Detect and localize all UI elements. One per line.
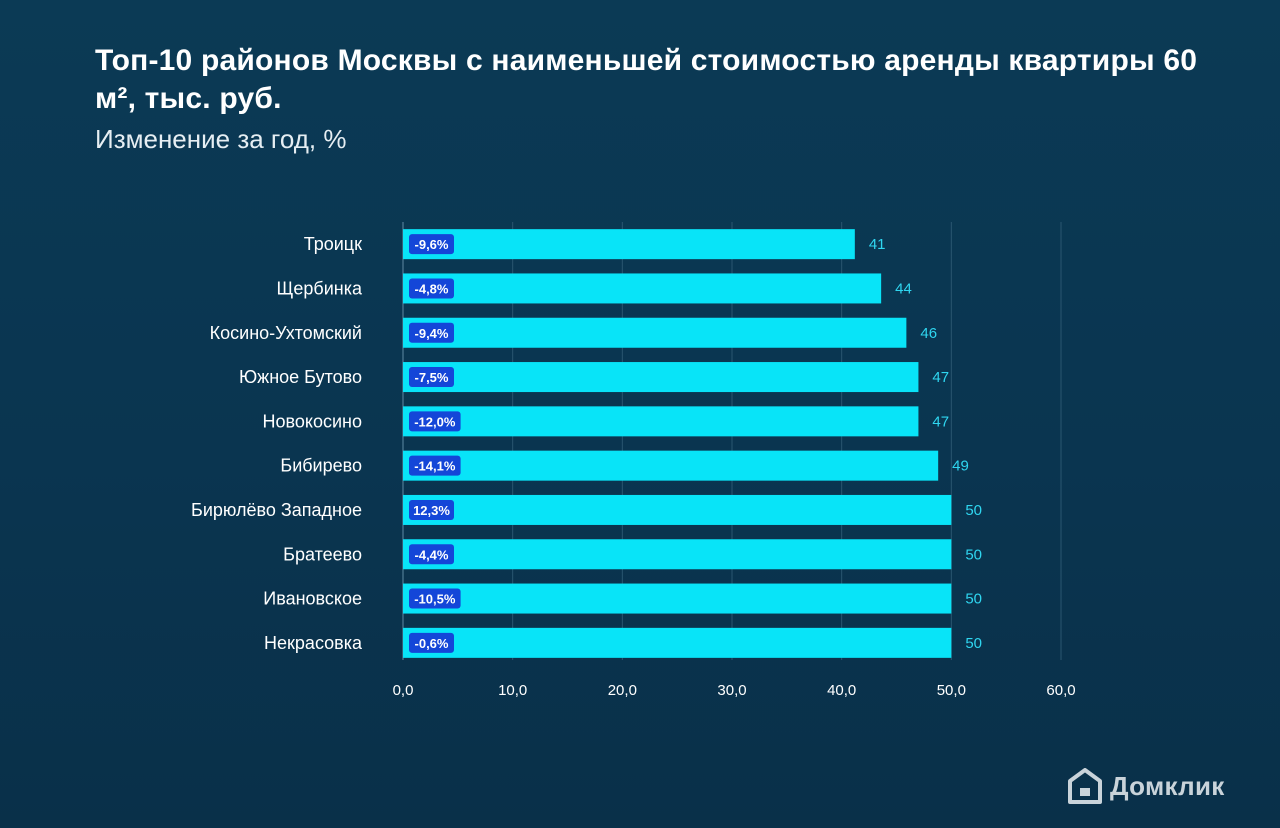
category-label: Новокосино <box>263 411 362 431</box>
category-label: Южное Бутово <box>239 367 362 387</box>
change-label: -0,6% <box>415 636 449 651</box>
value-label: 47 <box>932 369 949 386</box>
brand-name: Домклик <box>1110 770 1225 801</box>
change-badge <box>409 588 461 609</box>
value-label: 44 <box>895 280 912 297</box>
change-label: -10,5% <box>414 592 456 607</box>
category-label: Бирюлёво Западное <box>191 500 362 520</box>
bar <box>403 583 952 614</box>
brand-logo: Домклик <box>1068 766 1225 806</box>
change-label: -4,4% <box>415 547 449 562</box>
value-label: 50 <box>965 546 982 563</box>
page-title: Топ-10 районов Москвы с наименьшей стоим… <box>95 44 1198 115</box>
category-label: Некрасовка <box>264 633 363 653</box>
value-label: 50 <box>965 591 982 608</box>
x-tick-label: 30,0 <box>717 682 746 699</box>
change-badge <box>409 367 454 388</box>
category-label: Бибирево <box>280 456 362 476</box>
bar <box>403 494 952 525</box>
value-label: 50 <box>965 502 982 519</box>
x-tick-label: 40,0 <box>827 682 856 699</box>
bar <box>403 317 907 348</box>
bar <box>403 450 939 481</box>
category-label: Братеево <box>283 544 362 564</box>
bar <box>403 406 919 437</box>
change-badge <box>409 234 454 255</box>
change-label: 12,3% <box>413 503 450 518</box>
x-tick-label: 10,0 <box>498 682 527 699</box>
bar <box>403 362 919 393</box>
value-label: 49 <box>952 458 969 475</box>
change-label: -7,5% <box>415 370 449 385</box>
bar <box>403 273 882 304</box>
category-label: Ивановское <box>263 589 362 609</box>
change-label: -4,8% <box>415 281 449 296</box>
change-badge <box>409 455 461 476</box>
x-tick-label: 50,0 <box>937 682 966 699</box>
category-label: Косино-Ухтомский <box>210 323 362 343</box>
change-label: -14,1% <box>414 459 456 474</box>
value-label: 47 <box>932 413 949 430</box>
bar <box>403 229 855 260</box>
value-label: 50 <box>965 635 982 652</box>
category-label: Троицк <box>304 234 362 254</box>
x-tick-label: 60,0 <box>1046 682 1075 699</box>
value-label: 46 <box>920 325 937 342</box>
bar <box>403 627 952 658</box>
change-badge <box>409 411 461 432</box>
page-subtitle: Изменение за год, % <box>95 124 347 154</box>
x-tick-label: 20,0 <box>608 682 637 699</box>
category-label: Щербинка <box>277 278 363 298</box>
value-label: 41 <box>869 236 886 253</box>
change-label: -9,6% <box>415 237 449 252</box>
change-badge <box>409 632 454 653</box>
change-badge <box>409 544 454 565</box>
change-label: -9,4% <box>415 326 449 341</box>
change-badge <box>409 278 454 299</box>
change-label: -12,0% <box>414 414 456 429</box>
x-tick-label: 0,0 <box>393 682 414 699</box>
house-icon <box>1068 768 1102 804</box>
change-badge <box>409 322 454 343</box>
change-badge <box>409 499 454 520</box>
bar <box>403 539 952 570</box>
